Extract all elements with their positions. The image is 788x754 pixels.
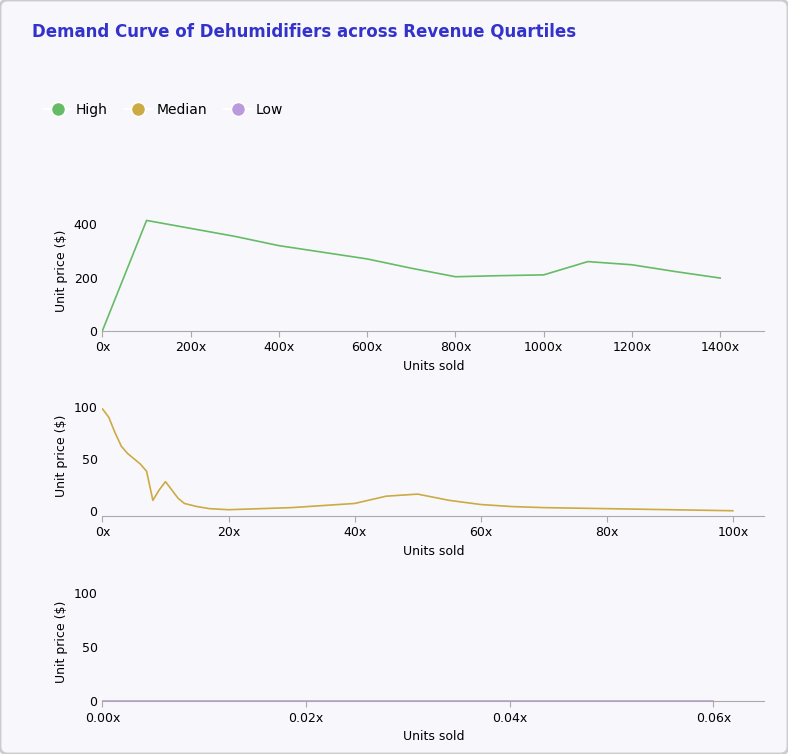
X-axis label: Units sold: Units sold — [403, 545, 464, 558]
Y-axis label: Unit price ($): Unit price ($) — [55, 415, 68, 498]
Y-axis label: Unit price ($): Unit price ($) — [55, 230, 68, 312]
Y-axis label: Unit price ($): Unit price ($) — [55, 600, 68, 682]
X-axis label: Units sold: Units sold — [403, 730, 464, 743]
X-axis label: Units sold: Units sold — [403, 360, 464, 372]
Text: Demand Curve of Dehumidifiers across Revenue Quartiles: Demand Curve of Dehumidifiers across Rev… — [32, 23, 576, 41]
Legend: High, Median, Low: High, Median, Low — [39, 97, 288, 123]
